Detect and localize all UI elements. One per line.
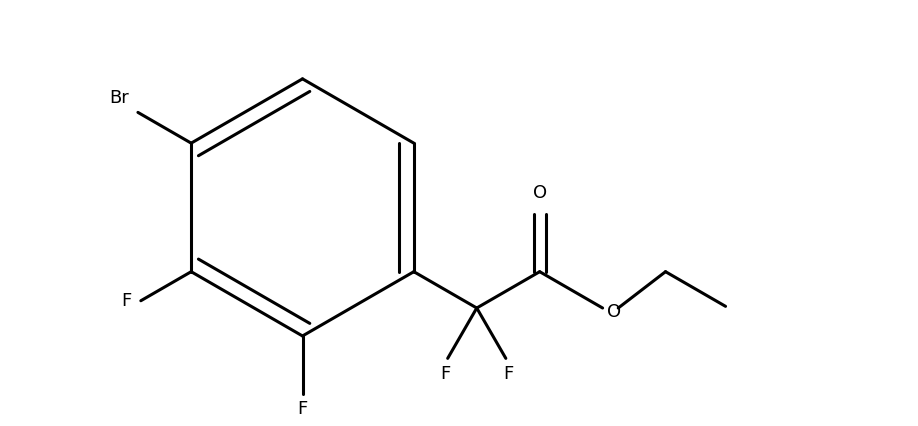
Text: F: F [297, 400, 308, 417]
Text: F: F [122, 292, 132, 310]
Text: O: O [532, 184, 547, 202]
Text: F: F [503, 365, 513, 383]
Text: Br: Br [109, 89, 129, 107]
Text: F: F [441, 365, 451, 383]
Text: O: O [607, 303, 621, 322]
